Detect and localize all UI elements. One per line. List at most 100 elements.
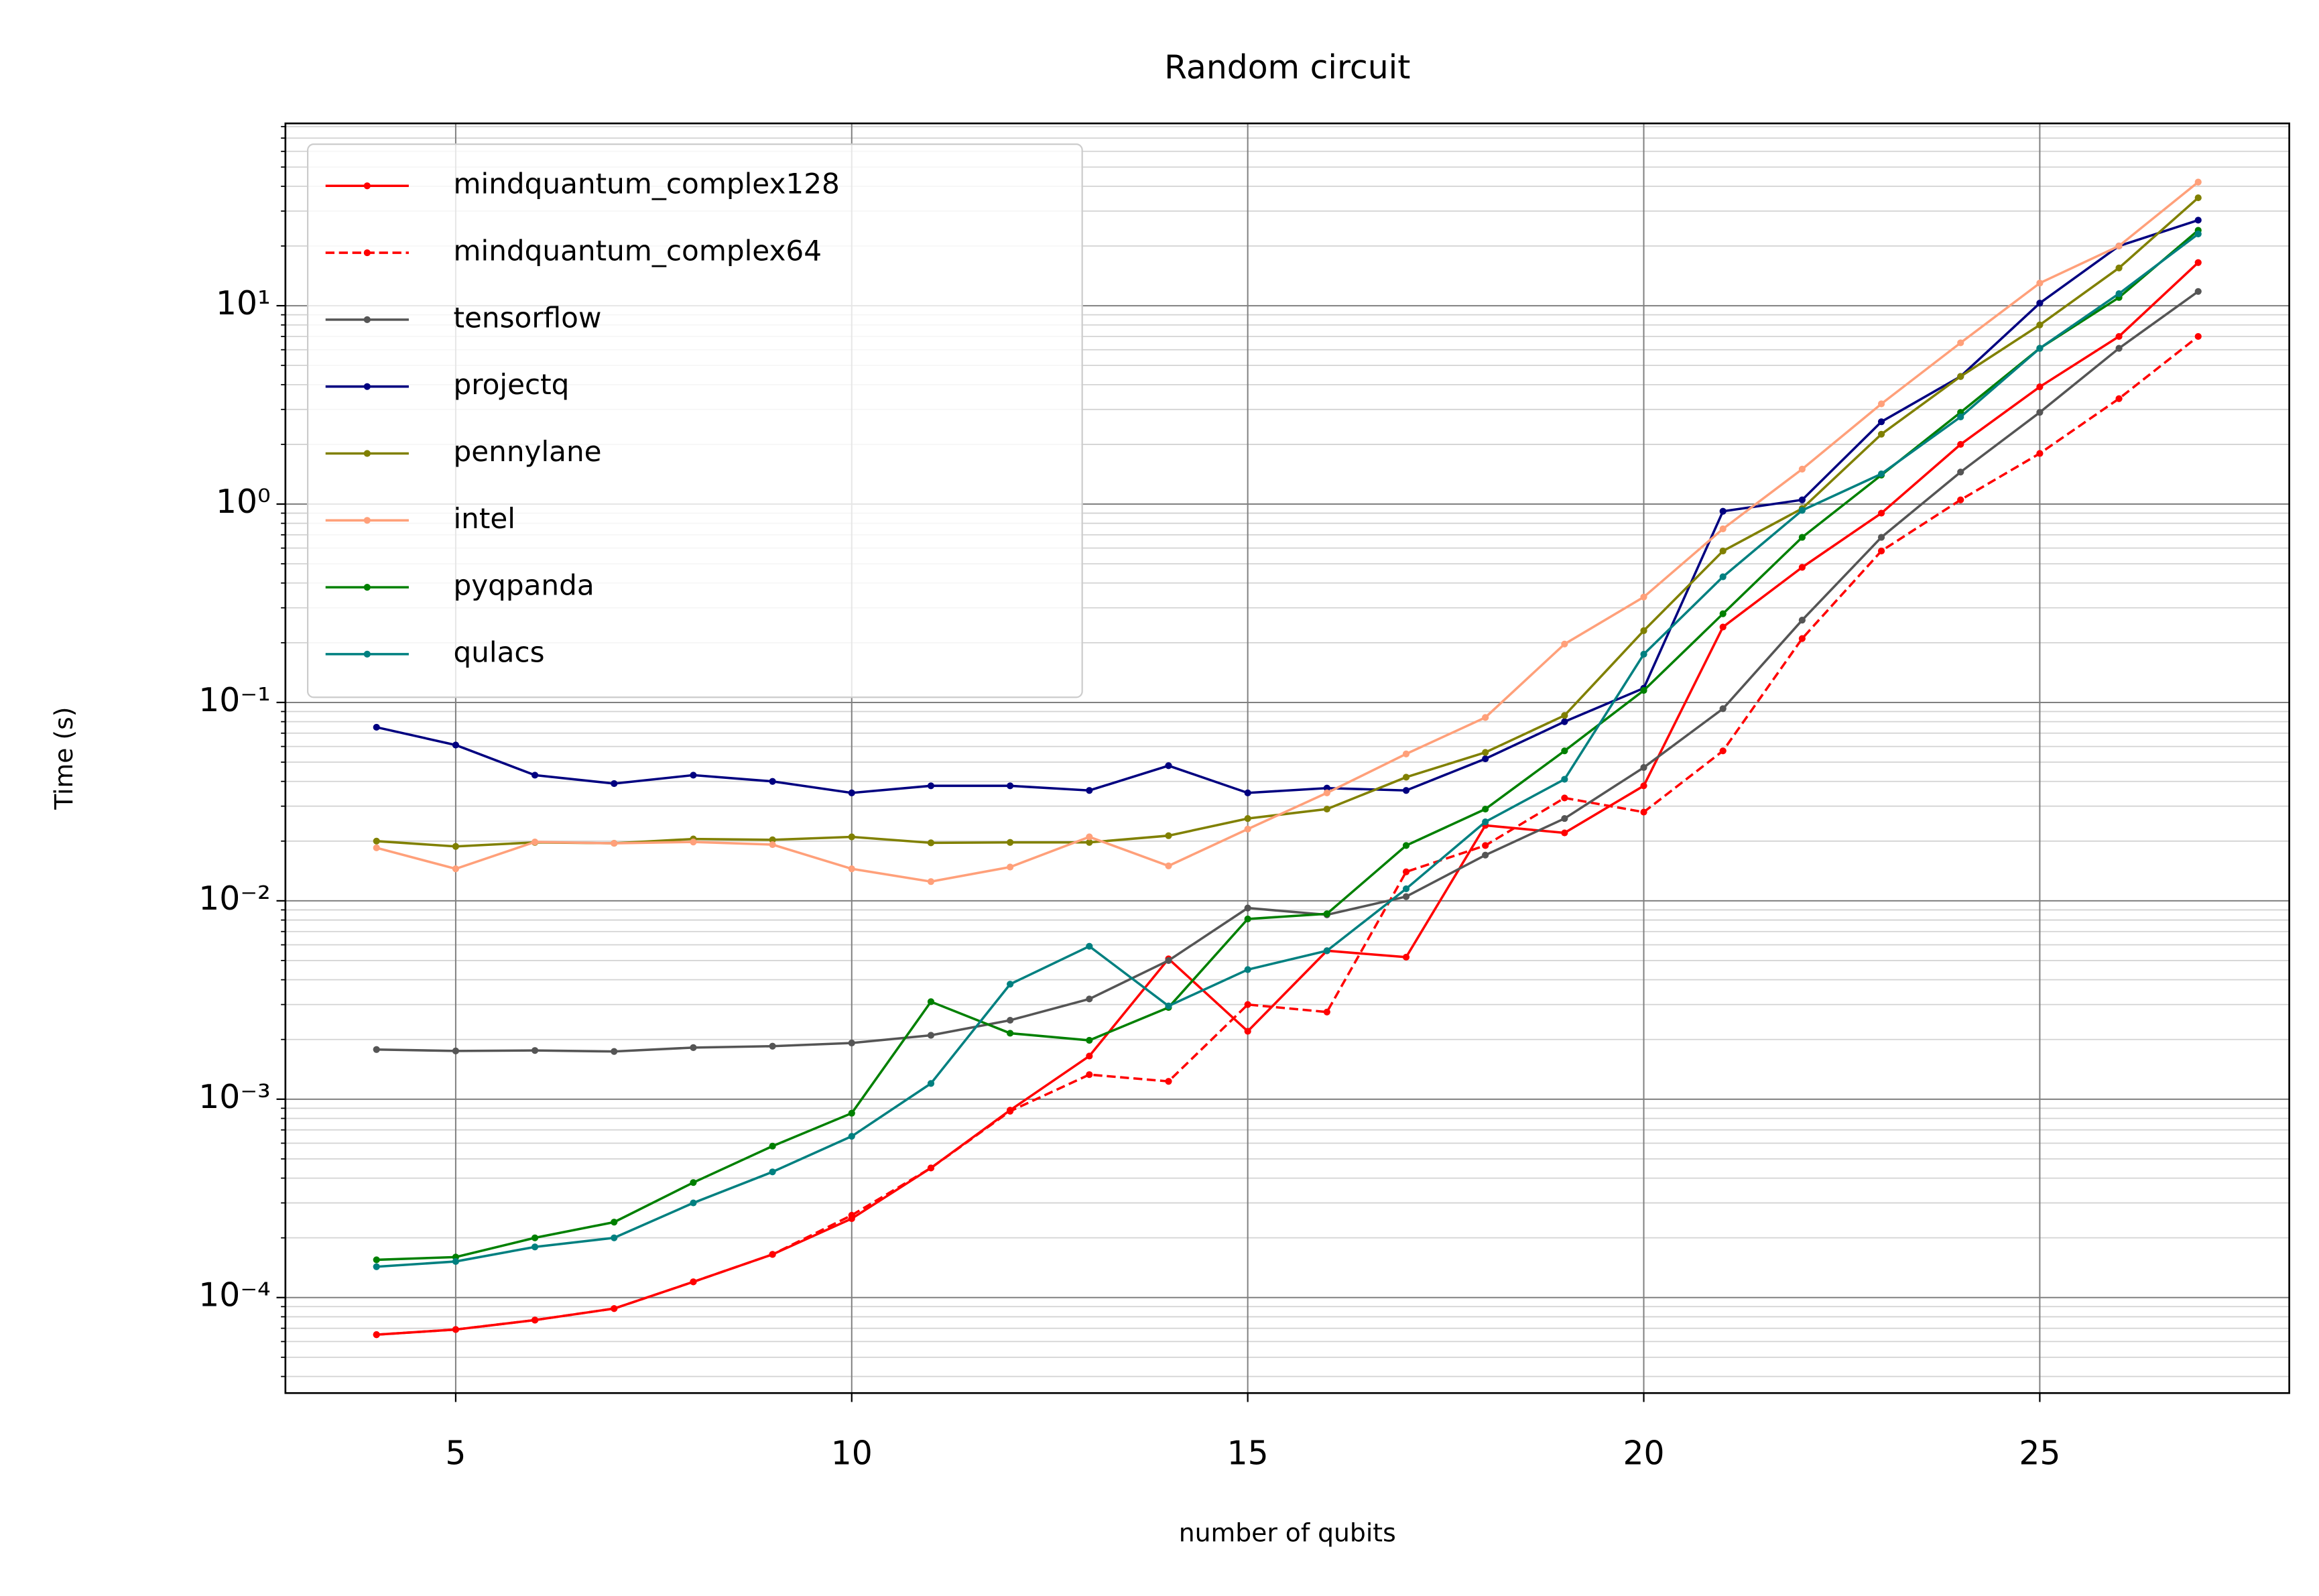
data-point <box>611 1234 618 1241</box>
series-line <box>376 233 2199 1268</box>
data-point <box>1402 750 1410 757</box>
legend-label: intel <box>453 502 515 535</box>
data-point <box>1007 782 1014 790</box>
series-line <box>376 181 2199 883</box>
data-point <box>1244 789 1251 796</box>
data-point <box>1244 966 1251 973</box>
data-point <box>1007 981 1014 988</box>
data-point <box>1323 1008 1330 1016</box>
data-point <box>452 843 460 850</box>
data-point <box>1323 784 1330 792</box>
data-point <box>452 1257 460 1266</box>
data-point <box>1165 957 1172 965</box>
data-point <box>1007 839 1014 846</box>
data-point <box>531 772 539 779</box>
data-point <box>2194 178 2202 186</box>
data-point <box>1719 547 1727 555</box>
data-point <box>373 1263 380 1270</box>
data-point <box>1482 755 1489 763</box>
data-point <box>452 1047 460 1054</box>
legend-marker <box>363 650 371 658</box>
data-point <box>848 1211 855 1219</box>
data-point <box>1402 868 1410 875</box>
data-point <box>848 1039 855 1047</box>
data-point <box>1877 418 1885 426</box>
legend-marker <box>363 383 371 390</box>
data-point <box>1244 904 1251 912</box>
legend-marker <box>363 316 371 323</box>
data-point <box>452 1326 460 1333</box>
data-point <box>1798 617 1806 624</box>
y-tick-label: 10¹ <box>216 284 271 322</box>
data-point <box>1719 525 1727 533</box>
data-point <box>1561 794 1568 802</box>
data-point <box>769 1168 776 1176</box>
data-point <box>1798 465 1806 473</box>
data-point <box>1719 623 1727 631</box>
data-point <box>1877 547 1885 555</box>
legend-marker <box>363 450 371 457</box>
data-point <box>1877 509 1885 517</box>
data-point <box>1719 705 1727 713</box>
legend-box <box>307 143 1083 698</box>
data-point <box>1798 635 1806 642</box>
data-point <box>1086 942 1093 950</box>
data-point <box>1007 1016 1014 1024</box>
data-point <box>1640 763 1647 772</box>
data-point <box>1640 686 1647 694</box>
data-point <box>2194 259 2202 266</box>
data-point <box>1957 339 1964 347</box>
y-tick-label: 10⁰ <box>216 483 271 521</box>
data-point <box>1402 893 1410 900</box>
legend-marker <box>363 584 371 591</box>
data-point <box>1640 808 1647 816</box>
data-point <box>927 1032 935 1039</box>
plot-area <box>373 178 2202 1339</box>
data-point <box>2036 383 2044 391</box>
data-point <box>848 789 855 796</box>
data-point <box>1007 863 1014 871</box>
data-point <box>2194 332 2202 341</box>
data-point <box>1323 910 1330 918</box>
data-point <box>1640 650 1647 658</box>
data-point <box>373 1046 380 1053</box>
data-point <box>373 844 380 851</box>
data-point <box>690 838 697 846</box>
legend-marker <box>363 249 371 257</box>
data-point <box>2115 264 2123 271</box>
data-point <box>1007 1030 1014 1037</box>
data-point <box>2036 280 2044 287</box>
legend-label: tensorflow <box>453 301 601 334</box>
data-point <box>769 778 776 785</box>
data-point <box>690 1044 697 1051</box>
data-point <box>1482 714 1489 721</box>
data-point <box>769 836 776 843</box>
data-point <box>1877 534 1885 541</box>
data-point <box>611 839 618 847</box>
data-point <box>1719 610 1727 617</box>
data-point <box>1798 496 1806 503</box>
data-point <box>611 1305 618 1312</box>
data-point <box>690 772 697 779</box>
data-point <box>1402 842 1410 849</box>
x-tick-label: 5 <box>445 1434 466 1472</box>
data-point <box>769 1142 776 1150</box>
data-point <box>2115 395 2123 402</box>
data-point <box>2115 290 2123 298</box>
x-tick-label: 15 <box>1227 1434 1269 1472</box>
data-point <box>1086 995 1093 1003</box>
data-point <box>2036 300 2044 307</box>
data-point <box>1561 640 1568 648</box>
data-point <box>373 1331 380 1339</box>
data-point <box>531 1316 539 1324</box>
data-point <box>1877 470 1885 478</box>
data-point <box>2036 321 2044 328</box>
data-point <box>1402 787 1410 794</box>
legend-label: mindquantum_complex64 <box>453 235 822 267</box>
data-point <box>690 1179 697 1186</box>
data-point <box>1798 507 1806 514</box>
data-point <box>1877 400 1885 408</box>
data-point <box>1086 1036 1093 1044</box>
